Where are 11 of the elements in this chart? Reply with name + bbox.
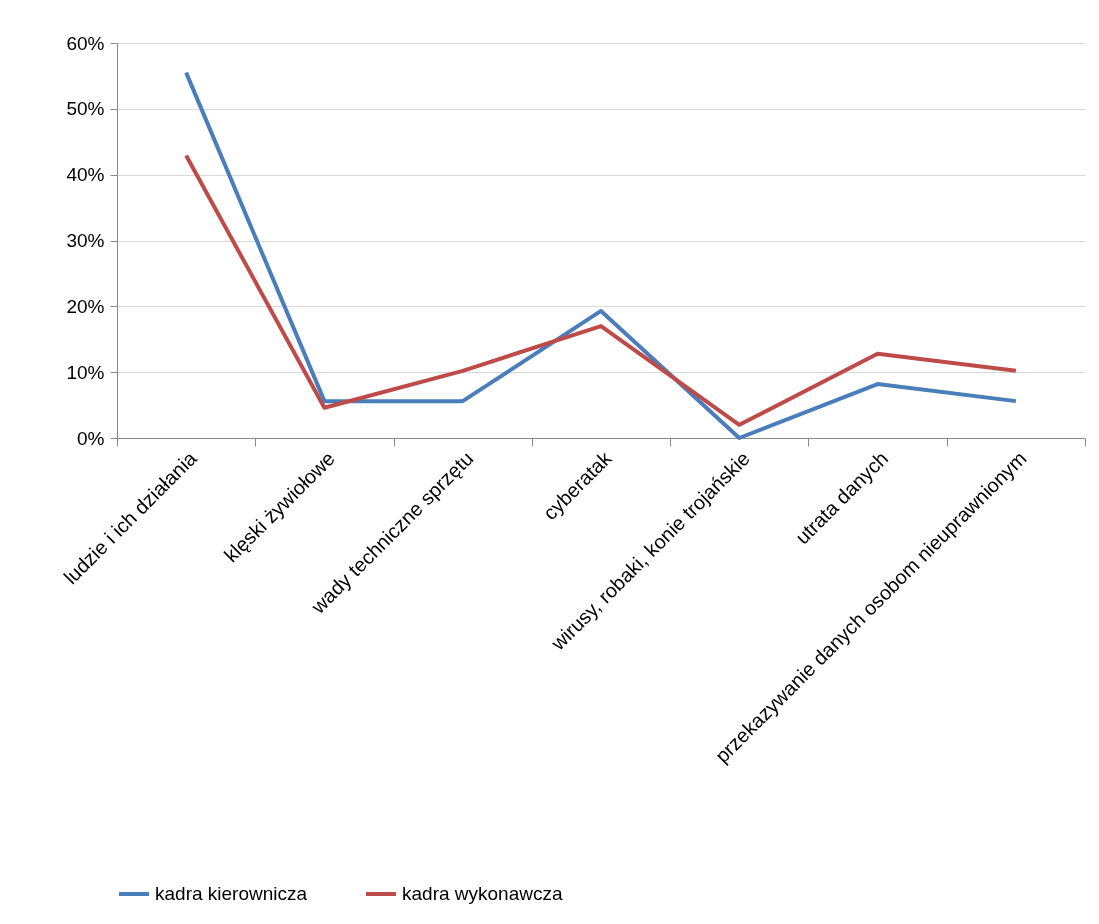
- legend-label: kadra kierownicza: [155, 883, 308, 904]
- y-tick-label: 40%: [66, 164, 105, 186]
- y-tick-label: 60%: [66, 32, 105, 54]
- y-tick-label: 30%: [66, 230, 105, 251]
- legend-label: kadra wykonawcza: [402, 883, 563, 904]
- y-tick-label: 50%: [66, 98, 105, 120]
- y-tick-label: 20%: [66, 295, 105, 317]
- line-series: [184, 153, 1018, 427]
- line-series: [184, 70, 1018, 440]
- y-tick-label: 0%: [77, 427, 105, 449]
- y-tick-label: 10%: [66, 361, 105, 383]
